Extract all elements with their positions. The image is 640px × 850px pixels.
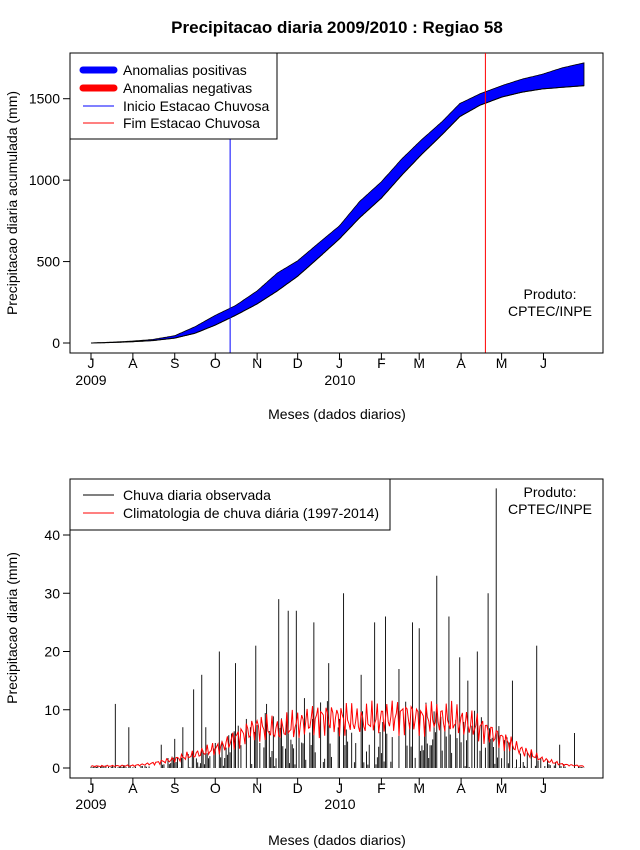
top-x-tick-label: A: [456, 355, 466, 371]
top-x-tick-label: F: [377, 355, 386, 371]
legend-label-observed: Chuva diaria observada: [123, 487, 271, 503]
top-x-axis-label: Meses (dados diarios): [268, 406, 406, 422]
bottom-y-tick-label: 30: [44, 585, 60, 601]
top-legend: Anomalias positivas Anomalias negativas …: [69, 52, 278, 140]
bottom-x-tick-label: F: [377, 780, 386, 796]
top-x-tick-label: D: [293, 355, 303, 371]
top-year-label-2009: 2009: [75, 372, 106, 388]
bottom-x-tick-label: A: [456, 780, 466, 796]
top-y-tick-label: 1000: [29, 172, 60, 188]
bottom-x-tick-label: D: [293, 780, 303, 796]
legend-label-climatology: Climatologia de chuva diária (1997-2014): [123, 505, 379, 521]
legend-label-end: Fim Estacao Chuvosa: [123, 115, 260, 131]
top-y-tick-label: 500: [37, 254, 61, 270]
top-x-tick-label: O: [210, 355, 221, 371]
bottom-product-label: Produto:: [524, 484, 577, 500]
bottom-y-tick-label: 10: [44, 702, 60, 718]
top-x-tick-label: N: [252, 355, 262, 371]
top-x-tick-label: J: [540, 355, 547, 371]
top-y-axis-label: Precipitacao diaria acumulada (mm): [4, 91, 20, 315]
bottom-x-tick-label: N: [252, 780, 262, 796]
bottom-y-tick-label: 0: [52, 760, 60, 776]
top-x-tick-label: J: [336, 355, 343, 371]
bottom-x-tick-label: J: [88, 780, 95, 796]
bottom-y-tick-label: 20: [44, 644, 60, 660]
top-x-tick-label: M: [496, 355, 508, 371]
bottom-y-tick-label: 40: [44, 527, 60, 543]
climatology-daily-line: [90, 700, 585, 768]
legend-label-onset: Inicio Estacao Chuvosa: [123, 98, 270, 114]
bottom-year-label-2010: 2010: [324, 796, 355, 812]
bottom-climatology-line: [90, 700, 585, 768]
bottom-x-tick-label: A: [128, 780, 138, 796]
bottom-x-axis-label: Meses (dados diarios): [268, 832, 406, 848]
top-x-tick-label: J: [88, 355, 95, 371]
top-x-tick-label: M: [413, 355, 425, 371]
bottom-x-tick-label: J: [540, 780, 547, 796]
top-y-tick-label: 1500: [29, 91, 60, 107]
bottom-product-source: CPTEC/INPE: [508, 501, 592, 517]
top-product-source: CPTEC/INPE: [508, 303, 592, 319]
top-axes: 0 500 1000 1500 J A S O N D J F M A M J: [29, 91, 547, 371]
bottom-x-tick-label: M: [496, 780, 508, 796]
bottom-legend-box: [69, 478, 391, 531]
legend-label-positive: Anomalias positivas: [123, 62, 247, 78]
bottom-x-tick-label: O: [210, 780, 221, 796]
bottom-x-tick-label: J: [336, 780, 343, 796]
top-x-tick-label: S: [170, 355, 179, 371]
top-y-tick-label: 0: [52, 335, 60, 351]
legend-label-negative: Anomalias negativas: [123, 80, 252, 96]
bottom-year-label-2009: 2009: [75, 796, 106, 812]
chart-title: Precipitacao diaria 2009/2010 : Regiao 5…: [171, 18, 503, 37]
bottom-y-axis-label: Precipitacao diaria (mm): [4, 552, 20, 704]
bottom-legend: Chuva diaria observada Climatologia de c…: [69, 478, 391, 531]
top-product-label: Produto:: [524, 286, 577, 302]
bottom-axes: 0 10 20 30 40 J A S O N D J F M A M J: [44, 527, 547, 796]
bottom-x-tick-label: S: [170, 780, 179, 796]
top-year-label-2010: 2010: [324, 372, 355, 388]
top-x-tick-label: A: [128, 355, 138, 371]
climatology-accumulated-line: [91, 85, 585, 344]
bottom-x-tick-label: M: [413, 780, 425, 796]
